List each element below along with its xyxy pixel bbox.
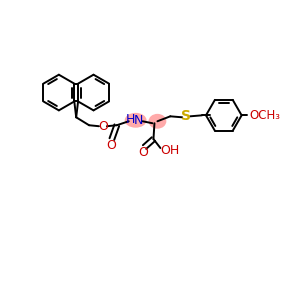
Text: OCH₃: OCH₃ [249, 109, 280, 122]
Text: O: O [139, 146, 148, 160]
Text: N: N [134, 114, 143, 127]
Text: O: O [98, 120, 108, 133]
Text: H: H [126, 113, 135, 126]
Text: OH: OH [161, 143, 180, 157]
Ellipse shape [148, 114, 166, 129]
Ellipse shape [125, 113, 146, 128]
Text: O: O [106, 139, 116, 152]
Text: S: S [181, 109, 191, 123]
